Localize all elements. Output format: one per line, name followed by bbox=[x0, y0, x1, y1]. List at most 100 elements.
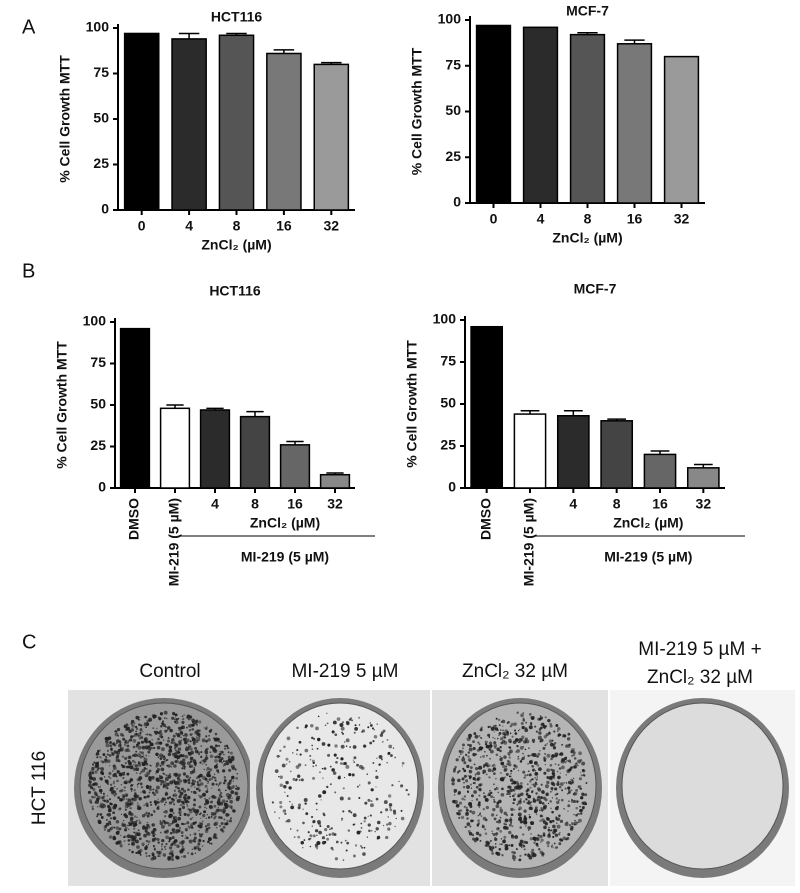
colony bbox=[534, 770, 537, 772]
colony bbox=[493, 731, 495, 733]
colony bbox=[227, 813, 230, 816]
colony bbox=[135, 726, 137, 728]
colony bbox=[138, 837, 142, 841]
colony bbox=[478, 794, 481, 797]
colony bbox=[214, 821, 219, 826]
colony bbox=[147, 779, 149, 781]
colony bbox=[175, 794, 178, 797]
colony bbox=[160, 747, 165, 752]
colony bbox=[178, 812, 181, 814]
colony bbox=[474, 779, 477, 782]
colony bbox=[517, 741, 519, 743]
colony bbox=[178, 826, 181, 829]
colony bbox=[225, 762, 229, 766]
colony bbox=[146, 823, 150, 828]
colony bbox=[388, 821, 392, 826]
colony bbox=[113, 794, 116, 797]
bar bbox=[159, 407, 191, 489]
colony bbox=[524, 848, 526, 851]
colony bbox=[236, 786, 240, 791]
colony bbox=[302, 846, 304, 849]
colony bbox=[174, 785, 178, 789]
colony bbox=[195, 723, 198, 726]
colony bbox=[451, 776, 454, 779]
colony bbox=[331, 832, 335, 836]
colony bbox=[129, 819, 134, 824]
colony bbox=[580, 796, 584, 800]
colony bbox=[579, 805, 581, 808]
colony bbox=[552, 773, 556, 777]
colony bbox=[565, 774, 568, 776]
colony bbox=[166, 743, 170, 747]
colony bbox=[521, 756, 525, 760]
colony bbox=[112, 816, 117, 821]
colony bbox=[370, 724, 373, 727]
colony bbox=[353, 731, 356, 734]
x-tick-label: 32 bbox=[696, 496, 712, 512]
colony bbox=[193, 768, 196, 771]
colony bbox=[213, 776, 216, 779]
colony bbox=[189, 740, 192, 743]
colony bbox=[189, 733, 193, 736]
colony bbox=[175, 855, 179, 859]
colony bbox=[380, 758, 383, 761]
colony bbox=[493, 783, 495, 786]
colony bbox=[552, 847, 555, 849]
colony bbox=[214, 796, 217, 799]
colony bbox=[177, 717, 180, 720]
colony bbox=[467, 775, 469, 777]
colony bbox=[143, 767, 147, 770]
colony bbox=[106, 749, 109, 752]
colony bbox=[127, 839, 131, 842]
colony bbox=[153, 847, 156, 850]
colony bbox=[557, 833, 561, 836]
colony bbox=[106, 813, 109, 816]
colony bbox=[184, 733, 188, 737]
colony bbox=[499, 808, 504, 813]
colony bbox=[454, 765, 457, 769]
colony bbox=[95, 752, 100, 756]
colony bbox=[527, 770, 530, 772]
colony bbox=[540, 808, 544, 812]
colony bbox=[543, 771, 547, 775]
colony bbox=[194, 792, 197, 795]
colony bbox=[219, 825, 222, 827]
colony bbox=[208, 804, 213, 809]
colony bbox=[574, 819, 576, 822]
colony bbox=[167, 822, 172, 827]
colony bbox=[119, 748, 123, 752]
colony bbox=[556, 824, 561, 829]
y-tick-label: 0 bbox=[448, 479, 456, 495]
colony bbox=[564, 822, 569, 827]
colony bbox=[321, 742, 326, 746]
colony bbox=[231, 755, 235, 759]
colony bbox=[166, 764, 169, 767]
colony bbox=[482, 754, 485, 758]
colony bbox=[175, 829, 178, 831]
colony bbox=[474, 734, 479, 739]
colony bbox=[162, 755, 166, 759]
colony bbox=[457, 791, 461, 795]
colony bbox=[201, 759, 204, 762]
colony bbox=[576, 800, 579, 803]
error-bar bbox=[321, 61, 342, 65]
colony bbox=[555, 724, 559, 727]
colony bbox=[179, 729, 182, 732]
colony bbox=[139, 755, 143, 759]
colony bbox=[565, 744, 569, 748]
colony bbox=[135, 730, 138, 733]
colony bbox=[573, 751, 576, 755]
colony bbox=[191, 807, 195, 811]
colony bbox=[470, 787, 473, 789]
colony bbox=[134, 761, 137, 764]
colony bbox=[174, 716, 177, 718]
colony bbox=[550, 778, 553, 781]
colony bbox=[468, 733, 472, 738]
colony bbox=[547, 802, 550, 805]
colony bbox=[158, 774, 161, 777]
colony bbox=[197, 824, 201, 828]
colony bbox=[585, 782, 588, 784]
colony bbox=[308, 838, 311, 841]
colony bbox=[189, 770, 194, 775]
colony bbox=[473, 790, 477, 794]
